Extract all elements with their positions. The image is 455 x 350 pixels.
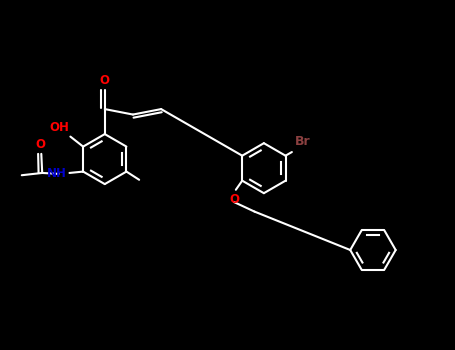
Text: OH: OH xyxy=(49,121,69,134)
Text: O: O xyxy=(35,138,45,151)
Text: O: O xyxy=(229,194,239,206)
Text: NH: NH xyxy=(47,167,67,180)
Text: O: O xyxy=(100,74,110,87)
Text: Br: Br xyxy=(294,135,310,148)
